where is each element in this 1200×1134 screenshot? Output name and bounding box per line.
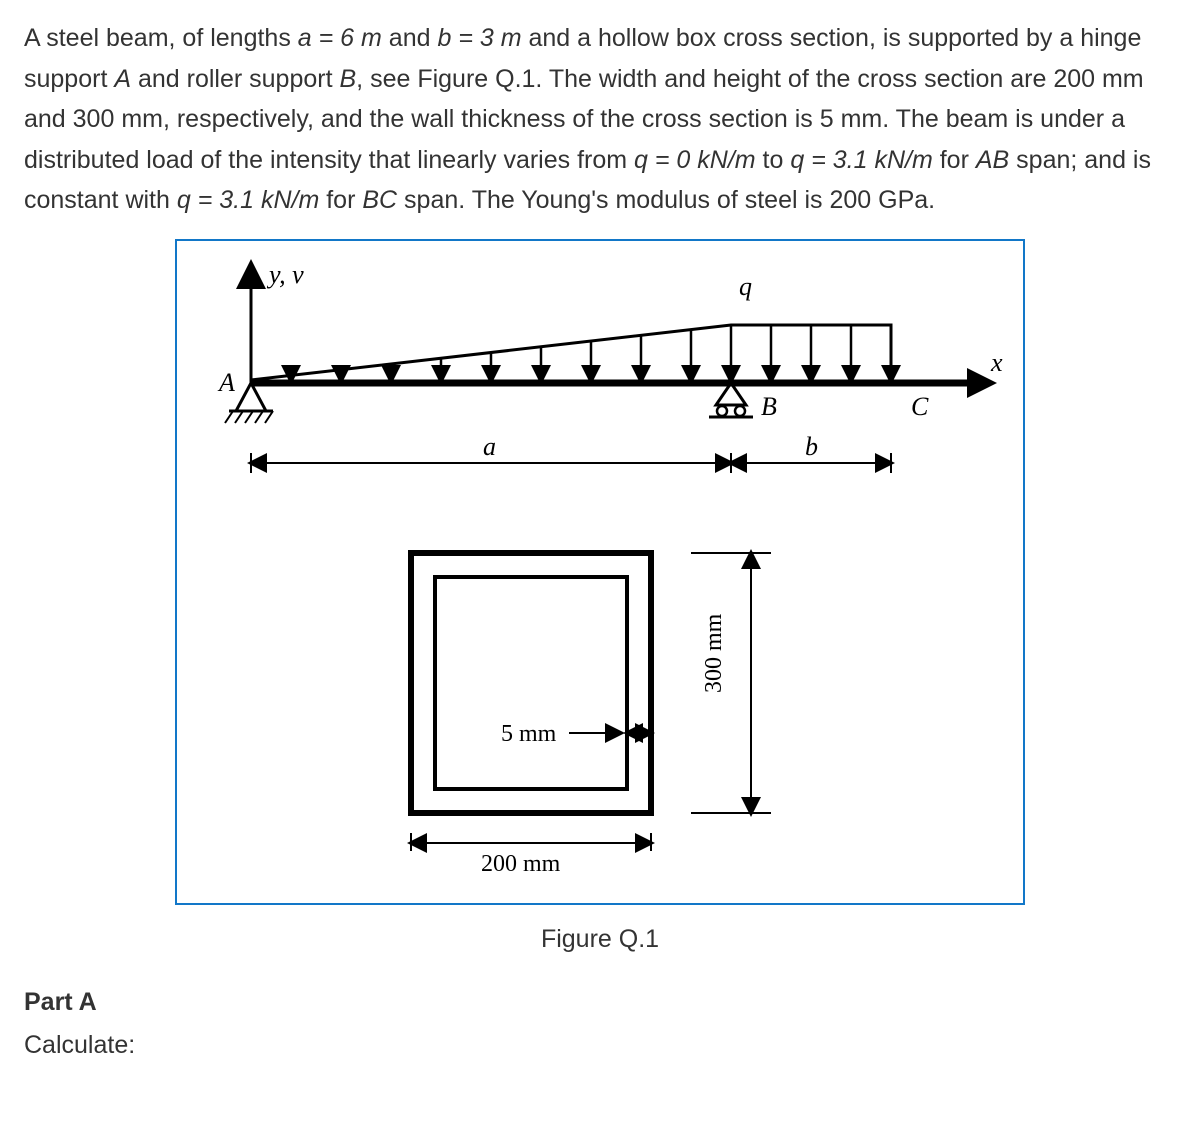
text: and roller support [131,65,339,93]
text: and [382,24,438,52]
q1: q = 3.1 kN/m [790,146,932,174]
text: for [933,146,976,174]
text: A steel beam, of lengths [24,24,298,52]
label-C: C [911,392,929,421]
support-b-icon [709,383,753,417]
label-dim-b: b [805,432,818,461]
var-b: b = 3 m [437,24,521,52]
part-a-prompt: Calculate: [24,1031,1176,1060]
q2: q = 3.1 kN/m [177,186,319,214]
part-a-heading: Part A [24,988,1176,1017]
span-bc: BC [362,186,397,214]
figure-caption: Figure Q.1 [24,925,1176,954]
label-x: x [990,348,1003,377]
figure-svg: y, v x [191,253,1011,893]
load-arrows [291,325,891,380]
label-thickness: 5 mm [501,721,557,747]
span-ab: AB [976,146,1009,174]
problem-statement: A steel beam, of lengths a = 6 m and b =… [24,18,1176,221]
label-width: 200 mm [481,851,561,877]
label-yv: y, v [266,260,304,289]
text: to [756,146,791,174]
figure-box: y, v x [175,239,1025,905]
dim-a: a [251,432,731,473]
label-height: 300 mm [701,613,727,693]
var-a: a = 6 m [298,24,382,52]
label-dim-a: a [483,432,496,461]
label-B: B [761,392,777,421]
support-b: B [339,65,356,93]
q0: q = 0 kN/m [634,146,756,174]
beam-diagram: y, v x [217,260,1003,473]
cross-section: 5 mm 200 mm 300 mm [411,553,771,877]
text: span. The Young's modulus of steel is 20… [397,186,935,214]
label-A: A [217,368,235,397]
text: for [319,186,362,214]
support-a: A [114,65,131,93]
label-q: q [739,272,752,301]
dim-b: b [731,432,891,473]
